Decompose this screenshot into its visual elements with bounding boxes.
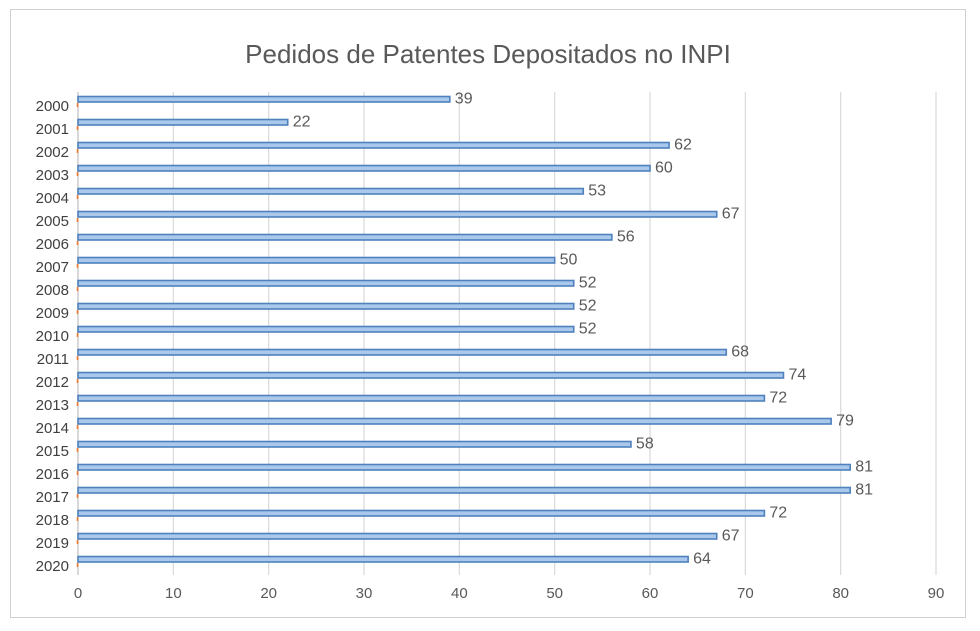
bar-2007: [77, 256, 556, 264]
y-tick-label: 2003: [36, 167, 69, 184]
y-tick-label: 2020: [36, 558, 69, 575]
data-label: 72: [769, 390, 787, 407]
data-label: 60: [655, 160, 673, 177]
bar-2015: [77, 440, 632, 448]
data-label: 52: [579, 321, 597, 338]
y-tick-label: 2001: [36, 121, 69, 138]
bar-2012: [77, 371, 785, 379]
data-labels: 3922626053675650525252687472795881817267…: [293, 91, 873, 568]
bar-2013: [77, 394, 766, 402]
y-tick-label: 2011: [37, 351, 69, 368]
x-tick-label: 20: [260, 585, 277, 602]
bar-2020: [77, 555, 689, 563]
data-label: 53: [588, 183, 606, 200]
y-tick-label: 2006: [36, 236, 69, 253]
data-label: 67: [722, 528, 740, 545]
data-label: 74: [788, 367, 806, 384]
y-tick-label: 2005: [36, 213, 69, 230]
bar-2006: [77, 233, 613, 241]
x-tick-label: 0: [74, 585, 82, 602]
data-label: 81: [855, 459, 873, 476]
y-tick-label: 2010: [36, 328, 69, 345]
bar-2004: [77, 187, 585, 195]
bar-2010: [77, 325, 575, 333]
x-tick-label: 60: [642, 585, 659, 602]
x-tick-label: 70: [737, 585, 754, 602]
bar-2016: [77, 463, 852, 471]
bar-2008: [77, 279, 575, 287]
bar-2000: [77, 95, 451, 103]
y-tick-label: 2017: [36, 489, 69, 506]
bar-2019: [77, 532, 718, 540]
data-label: 52: [579, 275, 597, 292]
bar-2009: [77, 302, 575, 310]
data-label: 62: [674, 137, 692, 154]
bar-2005: [77, 210, 718, 218]
y-tick-label: 2007: [36, 259, 69, 276]
data-label: 72: [769, 505, 787, 522]
gridlines: [77, 92, 937, 575]
bar-2011: [77, 348, 728, 356]
y-tick-label: 2008: [36, 282, 69, 299]
data-label: 67: [722, 206, 740, 223]
y-tick-label: 2004: [36, 190, 69, 207]
data-label: 58: [636, 436, 654, 453]
data-label: 50: [560, 252, 578, 269]
bar-2001: [77, 118, 289, 126]
x-tick-label: 40: [451, 585, 468, 602]
bar-2018: [77, 509, 766, 517]
data-label: 39: [455, 91, 473, 108]
y-tick-label: 2013: [36, 397, 69, 414]
data-label: 81: [855, 482, 873, 499]
data-label: 22: [293, 114, 311, 131]
data-label: 64: [693, 551, 711, 568]
chart-title: Pedidos de Patentes Depositados no INPI: [245, 39, 731, 69]
x-tick-label: 50: [546, 585, 563, 602]
y-tick-label: 2002: [36, 144, 69, 161]
y-tick-labels: 2000 2001 2002 2003 2004 2005 2006 2007 2008 2009…: [36, 98, 69, 575]
y-tick-label: 2012: [36, 374, 69, 391]
data-label: 68: [731, 344, 749, 361]
y-tick-label: 2015: [36, 443, 69, 460]
bar-2017: [77, 486, 852, 494]
bar-2002: [77, 141, 670, 149]
bar-2003: [77, 164, 651, 172]
y-tick-label: 2009: [36, 305, 69, 322]
y-tick-label: 2019: [36, 535, 69, 552]
bars: [76, 95, 852, 567]
x-tick-label: 90: [928, 585, 945, 602]
y-tick-label: 2016: [36, 466, 69, 483]
data-label: 79: [836, 413, 854, 430]
x-tick-label: 10: [165, 585, 182, 602]
x-tick-label: 30: [356, 585, 373, 602]
bar-2014: [77, 417, 832, 425]
x-tick-label: 80: [832, 585, 849, 602]
data-label: 56: [617, 229, 635, 246]
data-label: 52: [579, 298, 597, 315]
y-tick-label: 2018: [36, 512, 69, 529]
y-tick-label: 2000: [36, 98, 69, 115]
y-tick-label: 2014: [36, 420, 69, 437]
x-tick-labels: 0 10 20 30 40 50 60 70 80 90: [74, 585, 945, 602]
